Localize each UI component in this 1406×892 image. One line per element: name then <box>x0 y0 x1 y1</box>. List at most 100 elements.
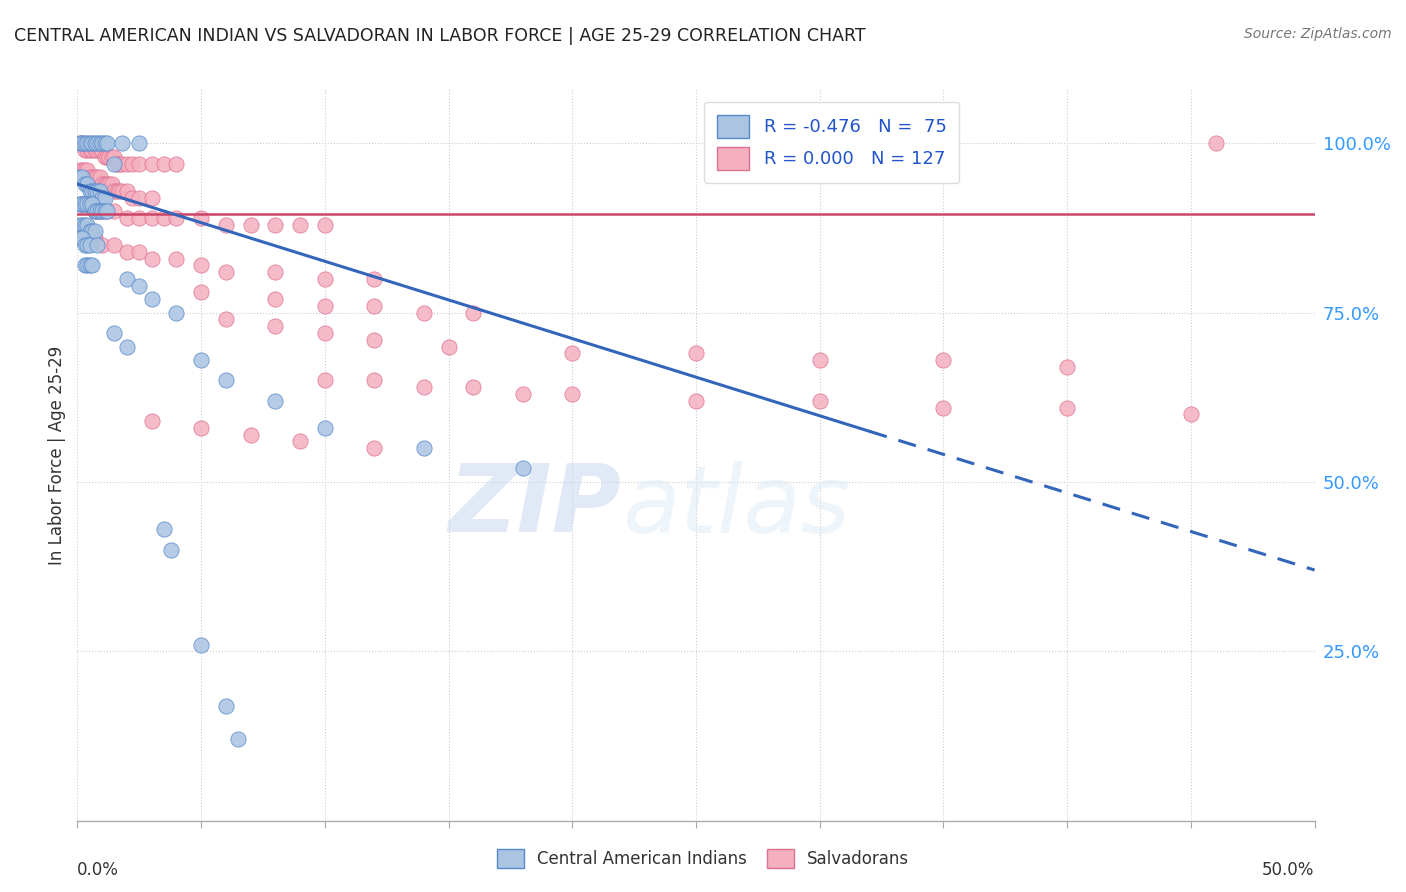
Point <box>96 204 118 219</box>
Point <box>76 163 98 178</box>
Point <box>79 197 101 211</box>
Point <box>76 197 98 211</box>
Point <box>96 136 118 151</box>
Point <box>69 197 91 211</box>
Point <box>76 197 98 211</box>
Point <box>73 224 96 238</box>
Point <box>1056 359 1078 374</box>
Point <box>141 414 163 428</box>
Point <box>83 231 105 245</box>
Point <box>288 434 311 449</box>
Point <box>128 157 150 171</box>
Point <box>73 177 96 191</box>
Point <box>808 353 831 368</box>
Point <box>412 380 434 394</box>
Point <box>141 190 163 204</box>
Point <box>115 211 138 225</box>
Point <box>363 441 385 455</box>
Point <box>73 218 96 232</box>
Point <box>463 306 485 320</box>
Point <box>72 197 94 211</box>
Point <box>101 150 124 164</box>
Point <box>215 373 238 387</box>
Point <box>89 204 111 219</box>
Point <box>314 326 336 340</box>
Point <box>412 306 434 320</box>
Text: ZIP: ZIP <box>449 460 621 552</box>
Point <box>86 170 108 185</box>
Point <box>86 184 108 198</box>
Point <box>103 184 125 198</box>
Point <box>561 387 583 401</box>
Point <box>93 150 115 164</box>
Point <box>72 136 94 151</box>
Point <box>83 224 105 238</box>
Point <box>72 218 94 232</box>
Point <box>264 292 287 306</box>
Point <box>93 177 115 191</box>
Point <box>153 157 176 171</box>
Point <box>153 523 176 537</box>
Point <box>82 197 104 211</box>
Point <box>83 204 105 219</box>
Point <box>264 393 287 408</box>
Point <box>73 258 96 272</box>
Point <box>165 157 187 171</box>
Point <box>314 373 336 387</box>
Point <box>76 143 98 157</box>
Text: Source: ZipAtlas.com: Source: ZipAtlas.com <box>1244 27 1392 41</box>
Point <box>111 157 134 171</box>
Point <box>69 170 91 185</box>
Point <box>215 265 238 279</box>
Point <box>93 204 115 219</box>
Point <box>128 278 150 293</box>
Point <box>412 441 434 455</box>
Point <box>69 231 91 245</box>
Point <box>363 333 385 347</box>
Text: 50.0%: 50.0% <box>1263 861 1315 879</box>
Y-axis label: In Labor Force | Age 25-29: In Labor Force | Age 25-29 <box>48 345 66 565</box>
Point <box>96 150 118 164</box>
Point <box>86 238 108 252</box>
Legend: R = -0.476   N =  75, R = 0.000   N = 127: R = -0.476 N = 75, R = 0.000 N = 127 <box>704 102 959 183</box>
Point <box>190 258 212 272</box>
Point <box>128 136 150 151</box>
Point <box>73 163 96 178</box>
Point <box>79 143 101 157</box>
Point <box>141 211 163 225</box>
Point <box>73 197 96 211</box>
Text: atlas: atlas <box>621 460 851 551</box>
Point <box>115 157 138 171</box>
Point <box>115 184 138 198</box>
Point <box>69 197 91 211</box>
Point <box>89 184 111 198</box>
Point <box>363 373 385 387</box>
Point <box>128 211 150 225</box>
Point <box>165 211 187 225</box>
Point <box>69 136 91 151</box>
Point <box>115 244 138 259</box>
Point <box>82 224 104 238</box>
Point <box>512 387 534 401</box>
Point <box>314 421 336 435</box>
Point <box>314 218 336 232</box>
Point <box>160 542 183 557</box>
Point <box>128 190 150 204</box>
Point <box>165 306 187 320</box>
Point <box>264 265 287 279</box>
Point <box>141 252 163 266</box>
Point <box>437 340 460 354</box>
Point <box>115 340 138 354</box>
Point <box>89 170 111 185</box>
Point <box>115 272 138 286</box>
Text: CENTRAL AMERICAN INDIAN VS SALVADORAN IN LABOR FORCE | AGE 25-29 CORRELATION CHA: CENTRAL AMERICAN INDIAN VS SALVADORAN IN… <box>14 27 866 45</box>
Point <box>83 136 105 151</box>
Point <box>82 136 104 151</box>
Point <box>685 393 707 408</box>
Point <box>76 238 98 252</box>
Point <box>128 244 150 259</box>
Point <box>561 346 583 360</box>
Point <box>69 163 91 178</box>
Point <box>288 218 311 232</box>
Point <box>463 380 485 394</box>
